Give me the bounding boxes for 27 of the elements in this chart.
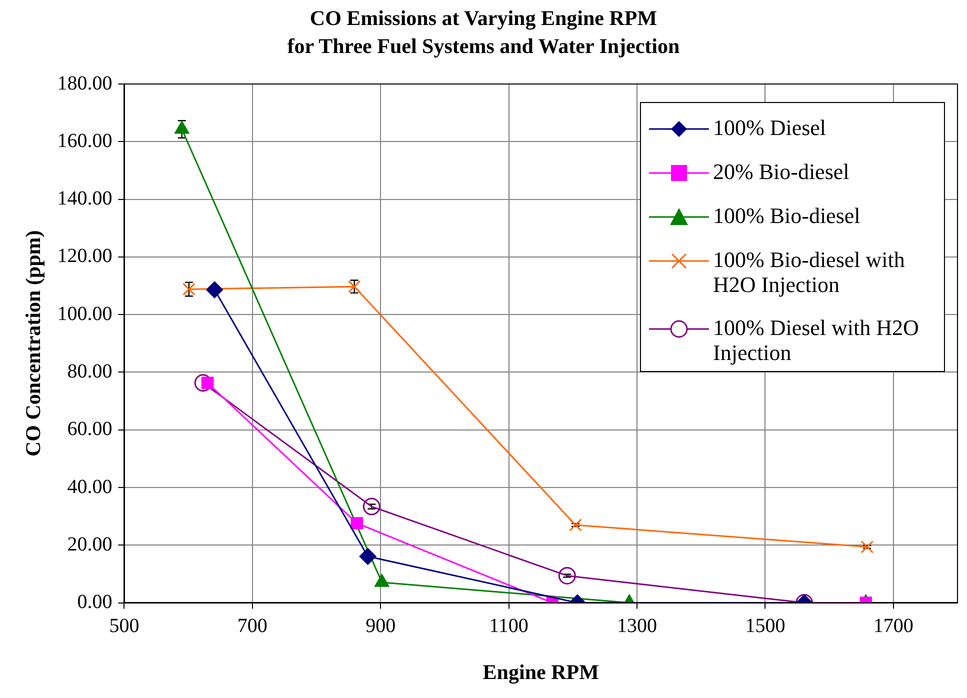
y-tick-label: 100.00 (57, 302, 112, 325)
y-tick-label: 120.00 (57, 245, 112, 268)
y-axis-title: CO Concentration (ppm) (21, 230, 46, 457)
chart-title: CO Emissions at Varying Engine RPM for Three Fuel Systems and Water Injection (286, 5, 681, 60)
x-tick-label: 700 (237, 615, 268, 638)
legend-label: 100% Diesel with H2O Injection (713, 315, 920, 365)
y-tick-label: 60.00 (67, 418, 112, 440)
x-tick-label: 900 (366, 615, 396, 638)
point (374, 574, 390, 587)
x-tick-label: 1100 (489, 615, 528, 638)
y-tick-label: 80.00 (67, 360, 112, 382)
x-tick-label: 1300 (617, 615, 657, 638)
legend-label: 100% Diesel (713, 115, 826, 140)
y-tick-label: 160.00 (57, 130, 112, 152)
y-tick-label: 0.00 (77, 591, 112, 614)
y-tick-label: 40.00 (67, 476, 112, 498)
x-tick-label: 500 (109, 615, 140, 638)
point (206, 281, 224, 298)
legend-label: 100% Bio-diesel with H2O Injection (713, 247, 906, 297)
y-tick-label: 180.00 (57, 72, 112, 94)
x-axis-title: Engine RPM (482, 660, 600, 684)
x-tick-label: 1700 (873, 615, 914, 638)
y-tick-label: 140.00 (57, 188, 112, 210)
y-tick-label: 20.00 (67, 533, 112, 556)
legend-label: 100% Bio-diesel (713, 203, 860, 228)
legend-label: 20% Bio-diesel (713, 159, 850, 184)
x-tick-label: 1500 (745, 615, 786, 638)
